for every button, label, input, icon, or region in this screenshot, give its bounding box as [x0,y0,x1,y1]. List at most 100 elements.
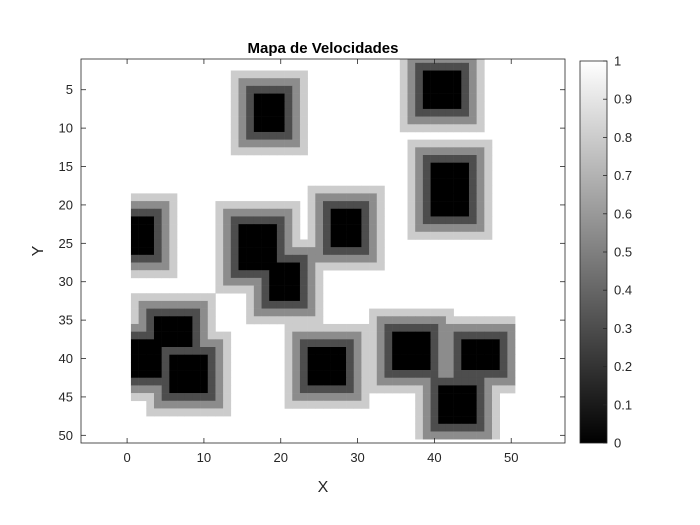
velocity-cell [376,224,385,233]
velocity-cell [230,247,239,256]
velocity-cell [468,431,477,440]
velocity-cell [330,400,339,409]
velocity-cell [307,239,316,248]
velocity-cell [361,385,370,394]
velocity-cell [415,59,424,64]
velocity-cell [415,377,424,386]
velocity-cell [376,347,385,355]
velocity-cell [130,347,139,355]
velocity-cell [261,247,270,256]
velocity-cell [276,216,285,225]
velocity-cell [261,85,270,94]
velocity-cell [207,316,216,325]
velocity-cell [476,370,485,379]
velocity-cell [407,78,416,87]
velocity-cell [476,147,485,156]
x-tick-label: 40 [427,450,441,465]
velocity-cell [392,354,401,363]
velocity-cell [369,354,378,363]
velocity-cell [445,339,454,348]
velocity-cell [299,293,308,302]
velocity-cell [307,300,316,309]
velocity-cell [177,300,186,309]
velocity-cell [292,116,301,125]
velocity-cell [177,377,186,386]
velocity-cell [276,239,285,248]
velocity-cell [246,139,255,148]
velocity-cell [492,339,500,348]
velocity-cell [169,293,178,302]
velocity-cell [407,308,416,317]
velocity-cell [468,101,477,110]
velocity-cell [230,78,239,87]
velocity-cell [246,247,255,256]
velocity-cell [430,101,439,110]
velocity-cell [384,316,393,325]
velocity-cell [169,201,178,210]
velocity-cell [415,347,424,355]
velocity-cell [476,70,485,79]
velocity-cell [461,362,470,371]
velocity-cell [468,201,477,210]
velocity-cell [184,323,193,332]
velocity-cell [230,224,239,233]
velocity-cell [346,201,355,210]
velocity-cell [476,124,485,133]
velocity-cell [307,293,316,302]
velocity-cell [338,254,347,263]
velocity-cell [330,201,339,210]
velocity-cell [445,62,454,71]
velocity-cell [299,70,308,79]
velocity-cell [284,400,293,409]
velocity-cell [438,377,447,386]
velocity-cell [261,231,270,240]
velocity-cell [223,231,232,240]
velocity-cell [476,216,485,225]
velocity-cell [200,385,209,394]
velocity-cell [346,393,355,402]
velocity-cell [200,347,209,355]
velocity-cell [415,101,424,110]
velocity-cell [138,247,147,256]
velocity-cell [315,277,324,286]
velocity-cell [153,239,162,248]
velocity-cell [261,285,270,294]
velocity-cell [200,316,209,325]
velocity-cell [422,139,431,148]
velocity-cell [238,270,247,279]
velocity-cell [153,370,162,379]
velocity-cell [430,331,439,340]
velocity-cell [146,293,155,302]
velocity-cell [415,85,424,94]
velocity-cell [207,347,216,355]
velocity-cell [261,93,270,102]
velocity-cell [407,85,416,94]
velocity-cell [230,124,239,133]
velocity-cell [299,78,308,87]
velocity-cell [461,162,470,171]
velocity-cell [292,216,301,225]
velocity-cell [468,59,477,64]
velocity-cell [468,216,477,225]
velocity-cell [230,70,239,79]
velocity-cell [153,316,162,325]
velocity-cell [130,201,139,210]
velocity-cell [445,155,454,163]
velocity-cell [315,185,324,194]
velocity-cell [484,408,493,417]
velocity-cell [399,101,408,110]
velocity-cell [445,370,454,379]
velocity-cell [307,216,316,225]
velocity-cell [461,193,470,202]
velocity-cell [200,293,209,302]
velocity-cell [445,416,454,425]
velocity-cell [438,93,447,102]
velocity-cell [146,347,155,355]
velocity-cell [445,147,454,156]
velocity-cell [315,254,324,263]
velocity-cell [476,185,485,194]
velocity-cell [153,347,162,355]
velocity-cell [177,308,186,317]
velocity-cell [353,370,362,379]
velocity-cell [445,78,454,87]
